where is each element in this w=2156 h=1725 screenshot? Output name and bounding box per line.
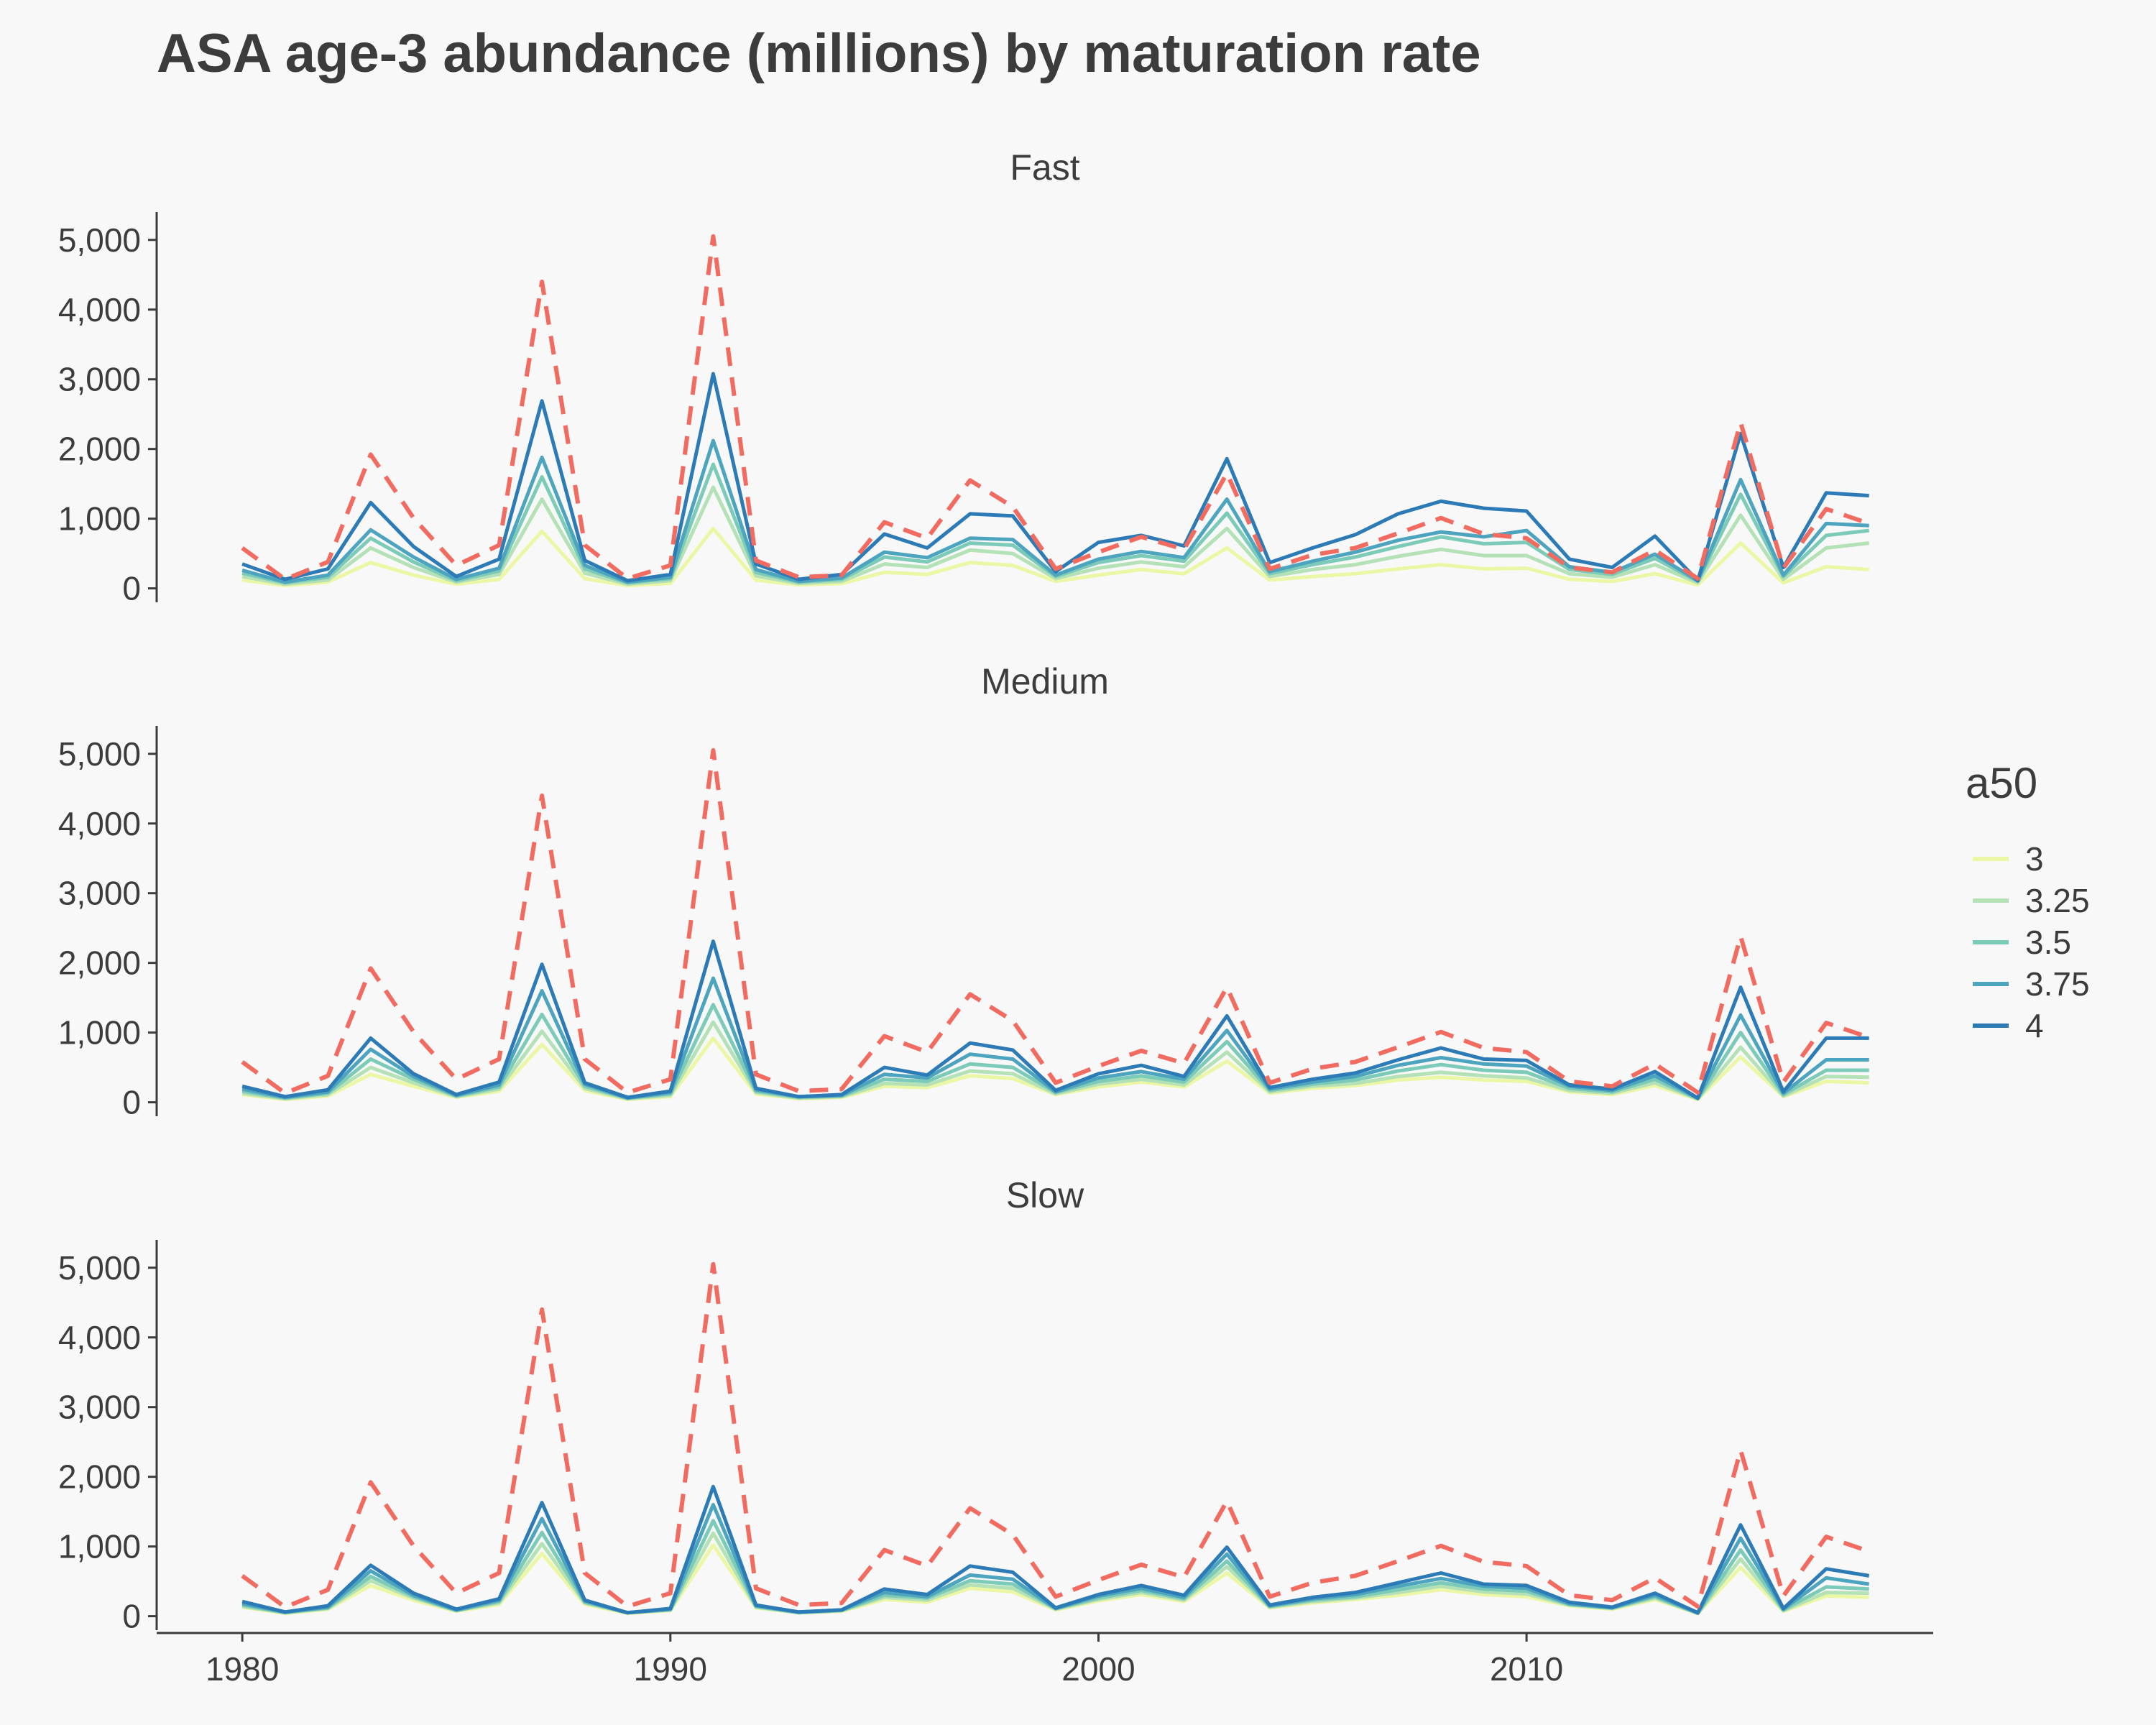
- legend-label: 4: [2025, 1007, 2044, 1044]
- x-tick-label: 1980: [206, 1650, 279, 1688]
- strip-label: Slow: [1006, 1175, 1084, 1215]
- legend-title: a50: [1966, 759, 2037, 807]
- y-tick-label: 0: [122, 570, 141, 607]
- y-tick-label: 4,000: [58, 805, 141, 842]
- series-line-a50-3_5: [241, 1519, 1869, 1616]
- series-line-a50-3_25: [241, 485, 1869, 586]
- panels: Fast 0 1,000 2,000 3,000 4,000 5,000 Medium 0 1,0…: [58, 147, 1870, 1635]
- legend: a50 3 3.25 3.5 3.75 4: [1966, 759, 2090, 1044]
- y-tick-label: 0: [122, 1598, 141, 1635]
- legend-label: 3.25: [2025, 882, 2090, 919]
- y-tick-label: 4,000: [58, 291, 141, 328]
- reference-dashed-line: [241, 234, 1870, 581]
- y-tick-label: 1,000: [58, 500, 141, 538]
- y-tick-label: 0: [122, 1084, 141, 1121]
- x-tick-label: 2000: [1061, 1650, 1135, 1688]
- y-tick-label: 3,000: [58, 875, 141, 912]
- panel-fast: Fast 0 1,000 2,000 3,000 4,000 5,000: [58, 147, 1870, 607]
- legend-label: 3.5: [2025, 924, 2071, 961]
- series-line-a50-3: [241, 526, 1869, 588]
- series-line-a50-4: [241, 939, 1869, 1100]
- y-tick-label: 2,000: [58, 944, 141, 982]
- legend-label: 3.75: [2025, 965, 2090, 1003]
- strip-label: Medium: [981, 661, 1109, 702]
- y-tick-label: 5,000: [58, 1249, 141, 1287]
- panel-medium: Medium 0 1,000 2,000 3,000 4,000 5,000: [58, 661, 1870, 1121]
- chart-title: ASA age-3 abundance (millions) by matura…: [157, 23, 1481, 84]
- series-line-a50-4: [241, 1484, 1870, 1615]
- x-tick-label: 2010: [1490, 1650, 1563, 1688]
- y-tick-label: 2,000: [58, 431, 141, 468]
- x-tick-label: 1990: [634, 1650, 707, 1688]
- y-tick-label: 2,000: [58, 1458, 141, 1496]
- y-tick-label: 1,000: [58, 1528, 141, 1565]
- reference-dashed-line: [241, 748, 1870, 1095]
- strip-label: Fast: [1010, 147, 1079, 188]
- y-tick-label: 5,000: [58, 735, 141, 773]
- y-tick-label: 1,000: [58, 1014, 141, 1052]
- panel-slow: Slow 0 1,000 2,000 3,000 4,000 5,000: [58, 1175, 1870, 1635]
- legend-label: 3: [2025, 840, 2044, 878]
- x-axis: 1980 1990 2000 2010: [157, 1632, 1933, 1688]
- series-line-a50-4: [241, 372, 1869, 583]
- y-tick-label: 3,000: [58, 1389, 141, 1426]
- series-line-a50-3_75: [241, 438, 1869, 584]
- reference-dashed-line: [241, 1261, 1870, 1609]
- y-tick-label: 3,000: [58, 361, 141, 398]
- y-tick-label: 4,000: [58, 1319, 141, 1356]
- y-tick-label: 5,000: [58, 221, 141, 259]
